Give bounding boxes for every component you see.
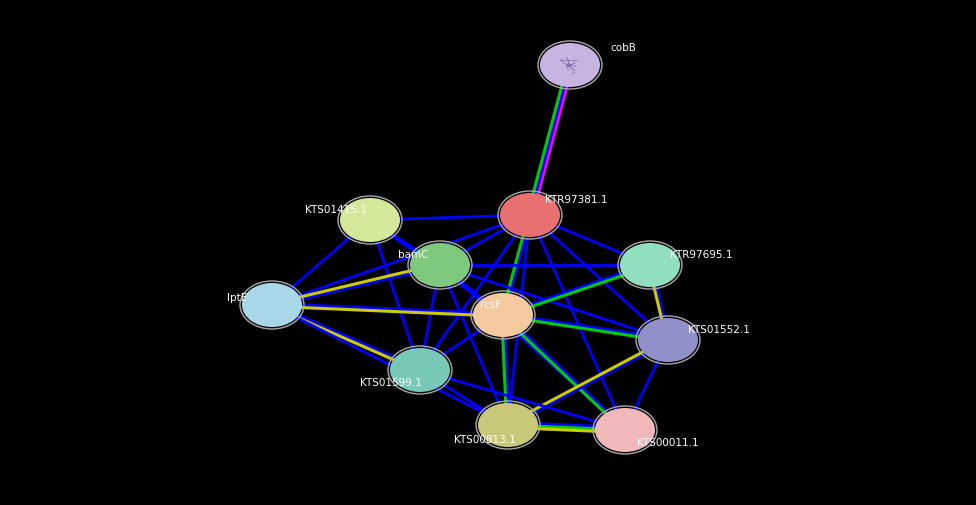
Ellipse shape [620,243,680,287]
Ellipse shape [473,293,533,337]
Ellipse shape [390,348,450,392]
Text: rcsF: rcsF [480,300,502,310]
Text: KTR97381.1: KTR97381.1 [545,195,607,205]
Ellipse shape [540,43,600,87]
Text: KTS01415.1: KTS01415.1 [305,205,367,215]
Ellipse shape [242,283,302,327]
Ellipse shape [638,318,698,362]
Ellipse shape [478,403,538,447]
Ellipse shape [500,193,560,237]
Ellipse shape [410,243,470,287]
Ellipse shape [595,408,655,452]
Text: bamC: bamC [398,250,428,260]
Text: lptE: lptE [227,293,247,303]
Text: cobB: cobB [610,43,636,53]
Text: KTS01552.1: KTS01552.1 [688,325,750,335]
Text: KTR97695.1: KTR97695.1 [670,250,733,260]
Text: KTS01599.1: KTS01599.1 [360,378,422,388]
Text: KTS00011.1: KTS00011.1 [637,438,699,448]
Ellipse shape [340,198,400,242]
Text: KTS00813.1: KTS00813.1 [454,435,515,445]
